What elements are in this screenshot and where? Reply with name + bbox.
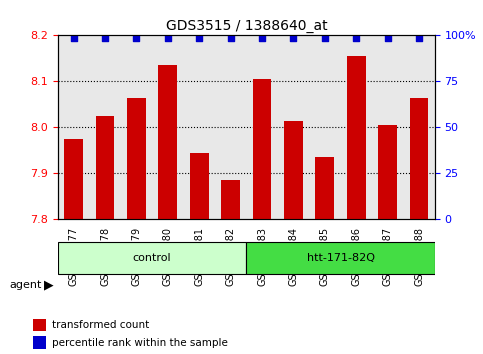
Point bbox=[101, 35, 109, 40]
Point bbox=[164, 35, 172, 40]
Text: ▶: ▶ bbox=[43, 279, 53, 291]
Bar bbox=[284, 120, 303, 219]
Text: control: control bbox=[133, 253, 171, 263]
Point bbox=[353, 35, 360, 40]
Point bbox=[290, 35, 298, 40]
Point bbox=[415, 35, 423, 40]
Point bbox=[70, 35, 78, 40]
Bar bbox=[315, 158, 334, 219]
FancyBboxPatch shape bbox=[246, 242, 435, 274]
Text: percentile rank within the sample: percentile rank within the sample bbox=[53, 338, 228, 348]
Bar bbox=[190, 153, 209, 219]
Point bbox=[321, 35, 328, 40]
Point bbox=[195, 35, 203, 40]
Bar bbox=[410, 98, 428, 219]
Bar bbox=[64, 139, 83, 219]
Bar bbox=[96, 116, 114, 219]
Bar bbox=[253, 79, 271, 219]
Text: htt-171-82Q: htt-171-82Q bbox=[307, 253, 374, 263]
Bar bbox=[378, 125, 397, 219]
Bar bbox=[33, 319, 46, 331]
Bar bbox=[221, 181, 240, 219]
Bar bbox=[158, 65, 177, 219]
Point bbox=[384, 35, 392, 40]
Bar bbox=[127, 98, 146, 219]
Bar bbox=[33, 336, 46, 349]
Bar bbox=[347, 56, 366, 219]
Point bbox=[258, 35, 266, 40]
FancyBboxPatch shape bbox=[58, 242, 246, 274]
Point bbox=[227, 35, 235, 40]
Title: GDS3515 / 1388640_at: GDS3515 / 1388640_at bbox=[166, 19, 327, 33]
Point bbox=[133, 35, 141, 40]
Text: agent: agent bbox=[10, 280, 42, 290]
Text: transformed count: transformed count bbox=[53, 320, 150, 330]
